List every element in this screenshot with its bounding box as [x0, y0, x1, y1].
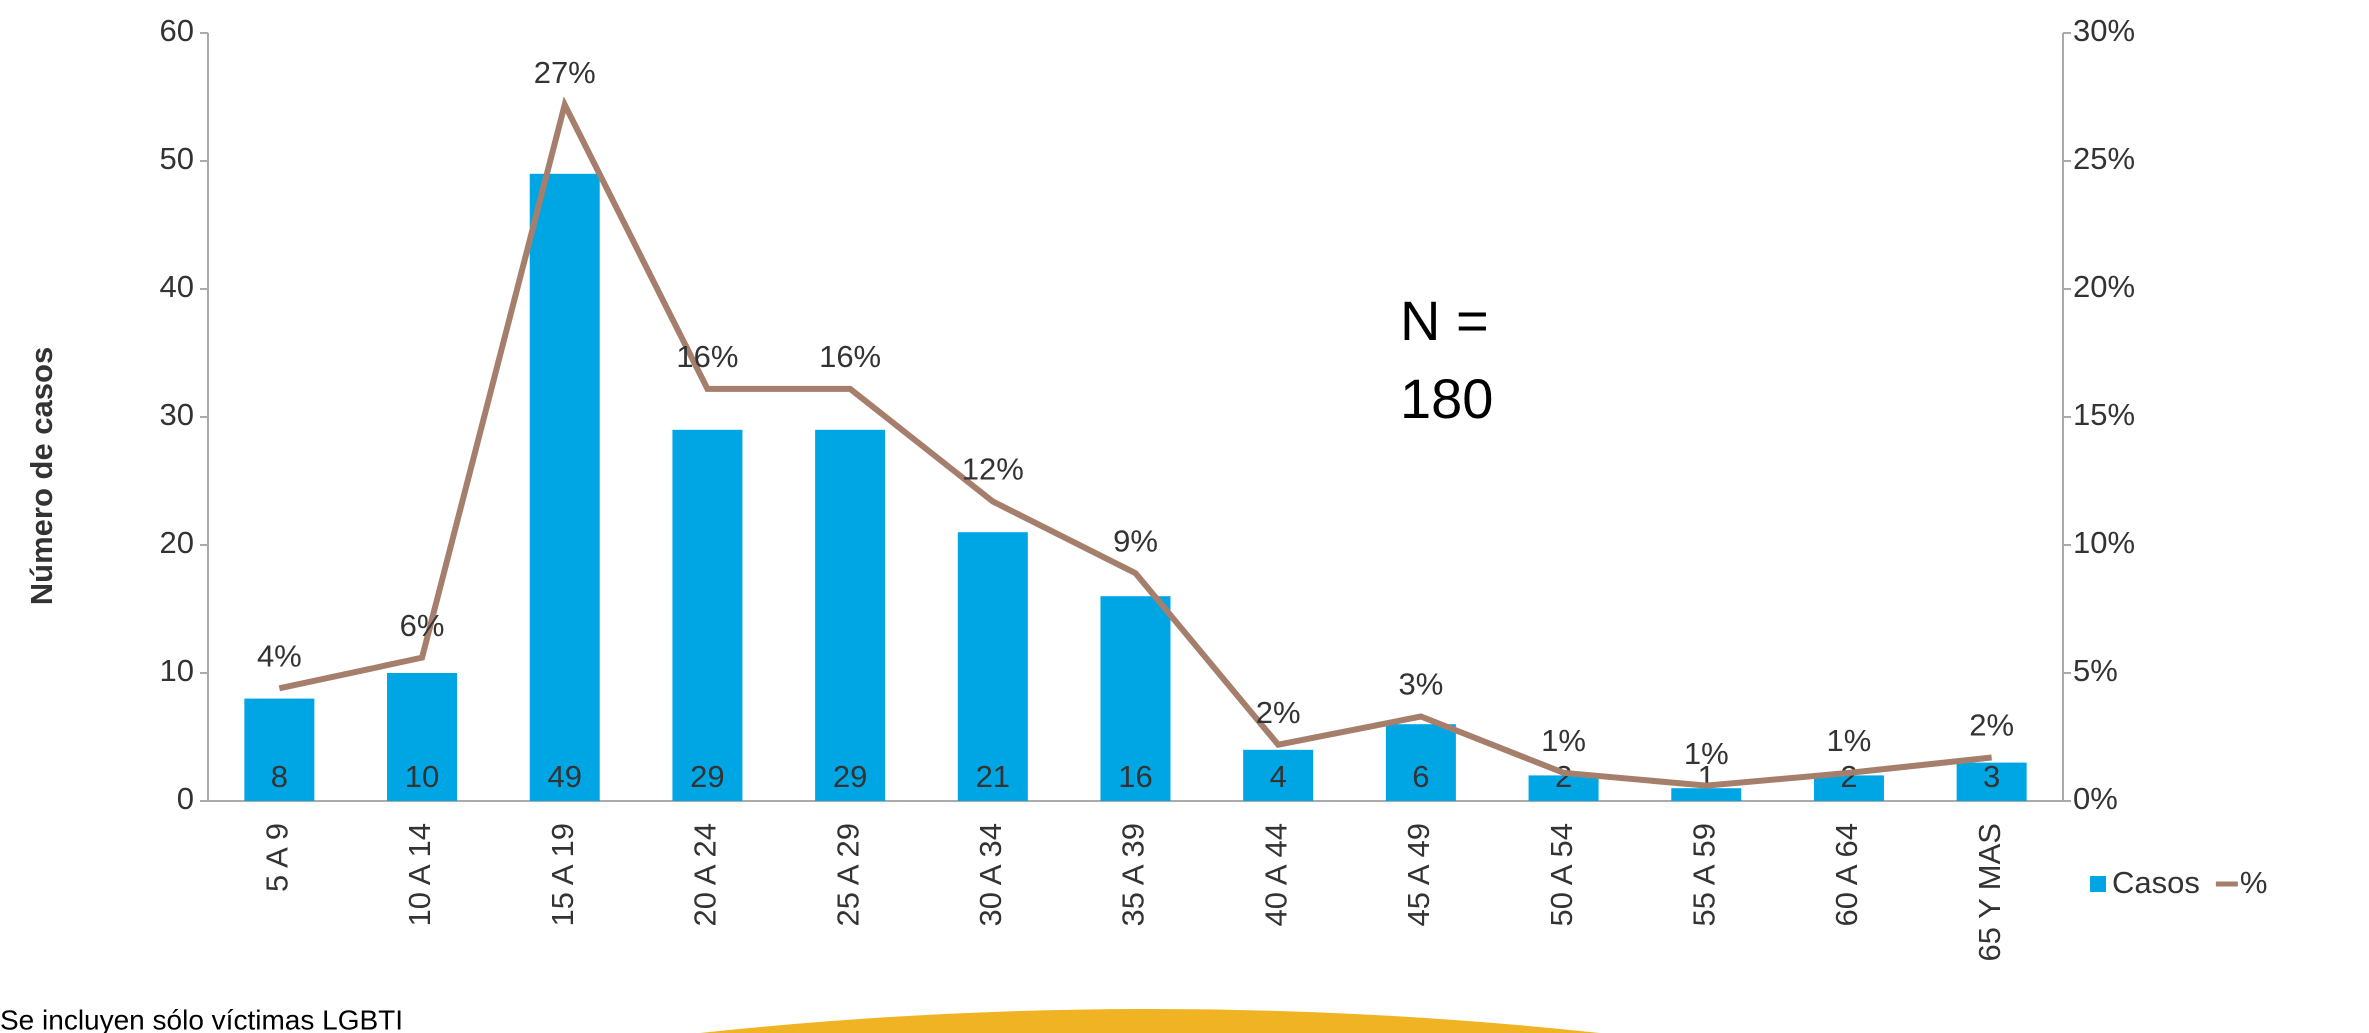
bar-value-label: 2 — [1555, 759, 1572, 794]
decoration-arc — [700, 1009, 1600, 1033]
legend-swatch — [2090, 876, 2106, 892]
bar-value-label: 16 — [1118, 759, 1152, 794]
x-tick-label: 15 A 19 — [545, 823, 580, 926]
bar-value-label: 29 — [833, 759, 867, 794]
annotation: 180 — [1400, 367, 1493, 430]
y-tick-label: 40 — [160, 269, 194, 304]
x-tick-label: 55 A 59 — [1686, 823, 1721, 926]
bar — [529, 173, 600, 802]
footnote: Se incluyen sólo víctimas LGBTI — [0, 1004, 403, 1033]
bar-value-label: 21 — [976, 759, 1010, 794]
x-tick-label: 65 Y MAS — [1972, 823, 2007, 961]
x-tick-label: 10 A 14 — [402, 823, 437, 926]
line-value-label: 6% — [400, 608, 445, 643]
bar-value-label: 10 — [405, 759, 439, 794]
line-value-label: 27% — [534, 55, 596, 90]
y2-tick-label: 30% — [2073, 13, 2135, 48]
line — [278, 96, 1992, 789]
bar — [1956, 762, 2027, 801]
bar-value-label: 49 — [547, 759, 581, 794]
bar — [387, 673, 458, 801]
x-tick-label: 60 A 64 — [1829, 823, 1864, 926]
y2-tick-label: 5% — [2073, 653, 2118, 688]
x-tick-label: 35 A 39 — [1116, 823, 1151, 926]
bar-value-label: 8 — [271, 759, 288, 794]
line-value-label: 2% — [1969, 708, 2014, 743]
line-value-label: 2% — [1256, 695, 1301, 730]
line-value-label: 1% — [1827, 723, 1872, 758]
bar — [1243, 749, 1314, 801]
y2-tick-label: 10% — [2073, 525, 2135, 560]
bar-value-label: 2 — [1840, 759, 1857, 794]
line-value-label: 1% — [1684, 736, 1729, 771]
bar — [1100, 596, 1171, 801]
line-value-label: 16% — [819, 339, 881, 374]
legend-label: Casos — [2112, 865, 2200, 900]
x-tick-label: 50 A 54 — [1544, 823, 1579, 926]
bar — [1671, 788, 1742, 801]
line-value-label: 4% — [257, 639, 302, 674]
y-tick-label: 50 — [160, 141, 194, 176]
bar — [1385, 724, 1456, 801]
x-tick-label: 25 A 29 — [830, 823, 865, 926]
bar-value-label: 3 — [1983, 759, 2000, 794]
line-value-label: 9% — [1113, 523, 1158, 558]
y-tick-label: 20 — [160, 525, 194, 560]
y-tick-label: 0 — [177, 781, 194, 816]
y-tick-label: 60 — [160, 13, 194, 48]
x-tick-label: 40 A 44 — [1258, 823, 1293, 926]
line-value-label: 1% — [1541, 723, 1586, 758]
bar — [244, 698, 315, 801]
bar-value-label: 29 — [690, 759, 724, 794]
bar — [1528, 775, 1599, 801]
x-tick-label: 5 A 9 — [260, 823, 295, 892]
y2-tick-label: 25% — [2073, 141, 2135, 176]
y-tick-label: 30 — [160, 397, 194, 432]
legend-label: % — [2240, 865, 2268, 900]
y2-tick-label: 0% — [2073, 781, 2118, 816]
bar — [815, 429, 886, 801]
bar — [957, 532, 1028, 801]
bar-value-label: 6 — [1412, 759, 1429, 794]
y2-tick-label: 15% — [2073, 397, 2135, 432]
bar — [672, 429, 743, 801]
line-value-label: 12% — [962, 452, 1024, 487]
y2-tick-label: 20% — [2073, 269, 2135, 304]
y-tick-label: 10 — [160, 653, 194, 688]
line-value-label: 16% — [676, 339, 738, 374]
bar-value-label: 4 — [1270, 759, 1287, 794]
x-tick-label: 45 A 49 — [1401, 823, 1436, 926]
x-tick-label: 30 A 34 — [973, 823, 1008, 926]
bar — [1813, 775, 1884, 801]
y-axis-label: Número de casos — [24, 347, 59, 605]
x-tick-label: 20 A 24 — [688, 823, 723, 926]
annotation: N = — [1400, 289, 1489, 352]
line-value-label: 3% — [1398, 667, 1443, 702]
